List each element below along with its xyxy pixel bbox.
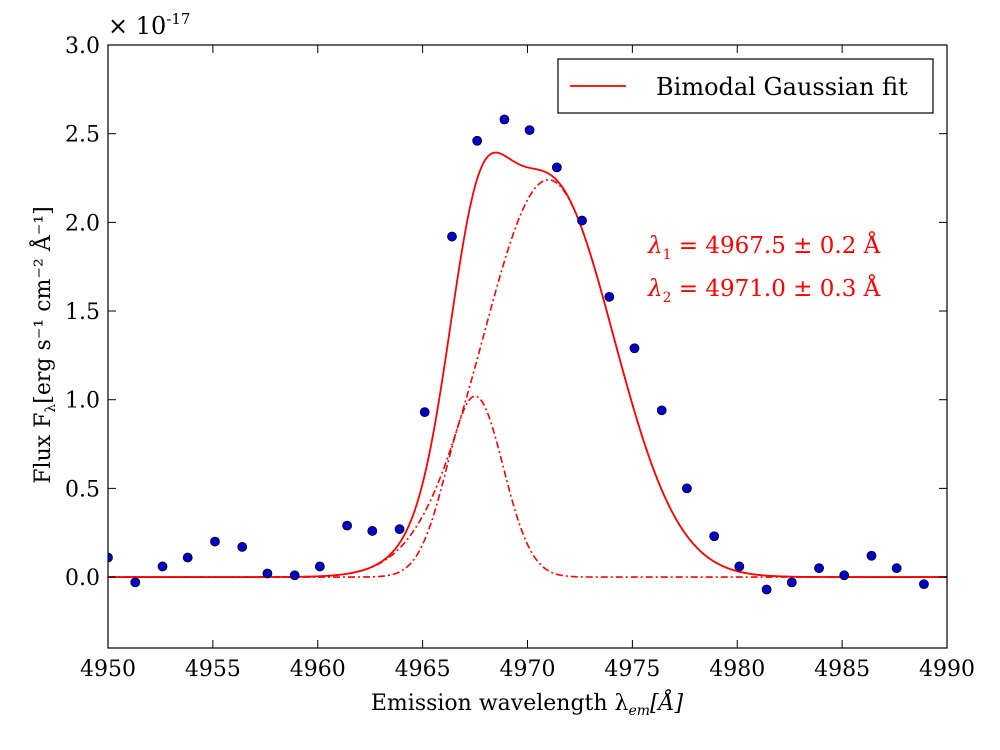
data-point	[342, 520, 353, 531]
y-tick-label: 1.0	[65, 389, 100, 414]
data-point	[734, 561, 745, 572]
x-axis-label: Emission wavelength λem[Å]	[371, 688, 684, 719]
data-point	[108, 552, 113, 563]
scale-factor: × 10-17	[108, 10, 190, 40]
x-tick-label: 4985	[814, 657, 870, 682]
data-point	[866, 550, 877, 561]
x-tick-label: 4950	[80, 657, 136, 682]
data-point	[472, 135, 483, 146]
data-point	[157, 561, 168, 572]
data-point	[656, 405, 667, 416]
data-point	[289, 570, 300, 581]
data-point	[447, 231, 457, 242]
data-point	[786, 577, 797, 588]
axes-frame	[107, 44, 948, 649]
data-point	[524, 125, 535, 136]
bimodal-fit-curve	[108, 151, 947, 578]
data-point	[682, 483, 692, 494]
x-tick-label: 4970	[500, 657, 556, 682]
data-point	[499, 114, 510, 125]
data-point	[709, 531, 720, 542]
data-point	[262, 568, 273, 579]
legend-label: Bimodal Gaussian fit	[656, 73, 908, 101]
x-axis-ticks: 4950 4955 4960 4965 4970 4975 4980 4985 4990	[80, 45, 975, 682]
data-point	[629, 343, 640, 354]
data-point	[551, 162, 562, 173]
x-tick-label: 4990	[919, 657, 975, 682]
data-point	[604, 291, 615, 302]
data-point	[814, 563, 824, 574]
y-tick-label: 1.5	[65, 300, 100, 325]
data-point	[577, 215, 587, 226]
component-1-curve	[108, 395, 947, 578]
y-axis-ticks: 0.0 0.5 1.0 1.5 2.0 2.5 3.0	[65, 34, 947, 591]
annotation-lambda-1: λ1 = 4967.5 ± 0.2 Å	[647, 231, 881, 263]
data-point	[237, 542, 248, 552]
y-tick-label: 3.0	[65, 34, 100, 59]
x-tick-label: 4955	[185, 657, 241, 682]
y-tick-label: 2.0	[65, 211, 100, 236]
y-axis-label: Flux Fλ[erg s⁻¹ cm⁻² Å⁻¹]	[28, 206, 59, 483]
x-tick-label: 4965	[395, 657, 451, 682]
data-point	[839, 570, 850, 581]
data-point	[419, 407, 430, 418]
data-point	[891, 563, 902, 574]
data-point	[761, 584, 772, 595]
x-tick-label: 4975	[604, 657, 660, 682]
fit-curves	[108, 151, 947, 578]
x-tick-label: 4960	[290, 657, 346, 682]
x-tick-label: 4980	[709, 657, 765, 682]
annotation-lambda-2: λ2 = 4971.0 ± 0.3 Å	[647, 274, 881, 306]
y-tick-label: 0.5	[65, 477, 100, 502]
data-point	[182, 552, 193, 563]
data-point	[210, 536, 220, 547]
y-tick-label: 2.5	[65, 123, 100, 148]
data-points	[108, 114, 929, 595]
legend: Bimodal Gaussian fit	[557, 58, 934, 114]
data-point	[314, 561, 325, 572]
data-point	[394, 524, 405, 535]
data-point	[130, 577, 141, 588]
y-tick-label: 0.0	[65, 566, 100, 591]
data-point	[919, 579, 929, 590]
data-point	[367, 526, 378, 536]
